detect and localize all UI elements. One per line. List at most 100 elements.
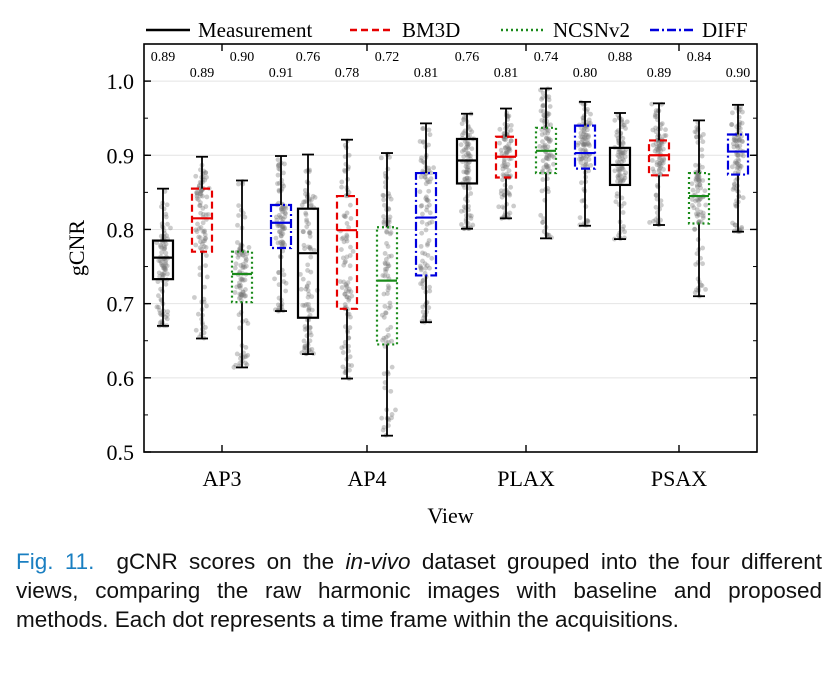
box-ncsnv2-ap3 (230, 179, 254, 369)
scatter-point (464, 152, 469, 157)
scatter-point (624, 119, 630, 125)
scatter-point (694, 184, 700, 190)
scatter-point (232, 265, 238, 271)
scatter-point (154, 304, 160, 310)
scatter-point (658, 163, 664, 169)
scatter-point (612, 117, 618, 123)
scatter-point (273, 214, 279, 220)
box-ncsnv2-plax (534, 87, 558, 240)
scatter-point (306, 291, 312, 297)
y-tick-label: 1.0 (107, 69, 135, 94)
scatter-point (238, 283, 244, 288)
scatter-point (460, 132, 465, 138)
box-iqr (230, 250, 254, 304)
scatter-point (546, 232, 552, 238)
scatter-point (243, 344, 249, 350)
scatter-point (157, 320, 163, 326)
scatter-point (243, 318, 249, 323)
scatter-point (654, 162, 660, 168)
scatter-point (418, 265, 424, 271)
scatter-point (653, 110, 659, 116)
scatter-point (163, 260, 169, 265)
scatter-point (277, 223, 282, 229)
scatter-point (238, 292, 244, 298)
scatter-point (303, 168, 309, 174)
scatter-point (586, 157, 592, 162)
scatter-point (308, 202, 314, 208)
scatter-point (703, 287, 708, 292)
scatter-point (503, 164, 508, 170)
scatter-point (381, 314, 387, 320)
box-iqr (534, 126, 558, 175)
scatter-point (735, 134, 741, 140)
scatter-point (382, 385, 388, 391)
scatter-point (500, 204, 506, 210)
scatter-point (386, 332, 391, 338)
scatter-point (302, 344, 308, 350)
scatter-point (540, 177, 546, 182)
scatter-point (238, 262, 244, 268)
box-iqr (335, 194, 359, 310)
scatter-point (280, 206, 286, 212)
box-iqr (269, 203, 293, 250)
scatter-point (306, 221, 312, 227)
scatter-point (344, 221, 350, 226)
scatter-point (730, 186, 736, 192)
scatter-point (538, 108, 544, 114)
scatter-point (303, 286, 309, 292)
scatter-point (733, 178, 739, 183)
scatter-point (547, 139, 552, 145)
scatter-point (155, 279, 161, 285)
scatter-point (692, 226, 698, 232)
scatter-point (275, 240, 281, 246)
scatter-point (157, 307, 162, 313)
scatter-point (156, 258, 162, 263)
scatter-point (382, 266, 388, 272)
scatter-point (540, 103, 546, 109)
scatter-point (168, 225, 173, 231)
scatter-point (653, 141, 659, 146)
box-iqr (608, 146, 632, 187)
scatter-point (305, 288, 311, 293)
scatter-point (308, 246, 314, 252)
scatter-point (540, 102, 546, 108)
scatter-point (239, 292, 245, 298)
box-measurement-plax (455, 112, 479, 230)
scatter-point (425, 179, 431, 185)
scatter-point (696, 173, 701, 179)
scatter-point (231, 364, 237, 370)
scatter-point (540, 145, 546, 151)
scatter-point (729, 122, 734, 127)
scatter-point (280, 231, 286, 237)
scatter-point (418, 243, 424, 249)
scatter-point (586, 117, 592, 123)
scatter-point (653, 204, 659, 210)
scatter-point (344, 234, 350, 240)
scatter-point (308, 269, 314, 275)
scatter-point (349, 363, 355, 368)
scatter-point (300, 229, 306, 235)
scatter-point (164, 202, 170, 208)
scatter-point (620, 140, 626, 145)
scatter-point (197, 203, 203, 208)
scatter-point (693, 211, 699, 217)
scatter-point (275, 157, 281, 163)
scatter-point (732, 222, 738, 228)
scatter-point (656, 145, 662, 151)
scatter-point (277, 229, 283, 235)
scatter-point (163, 314, 169, 320)
scatter-point (580, 137, 586, 143)
scatter-point (156, 293, 161, 299)
scatter-point (201, 211, 206, 217)
x-tick-label: AP3 (202, 466, 241, 491)
scatter-point (158, 297, 164, 302)
scatter-point (389, 338, 394, 344)
scatter-point (303, 191, 308, 197)
scatter-point (656, 140, 662, 146)
scatter-point (304, 302, 309, 307)
scatter-point (582, 162, 588, 168)
box-bm3d-ap4 (335, 138, 359, 380)
gcnr-boxplot-figure: 0.5 0.6 0.7 0.8 0.9 1.0 AP3 AP4 PLAX PSAX 0.89 0.7… (64, 18, 758, 528)
scatter-point (343, 214, 348, 220)
scatter-point (385, 273, 391, 279)
